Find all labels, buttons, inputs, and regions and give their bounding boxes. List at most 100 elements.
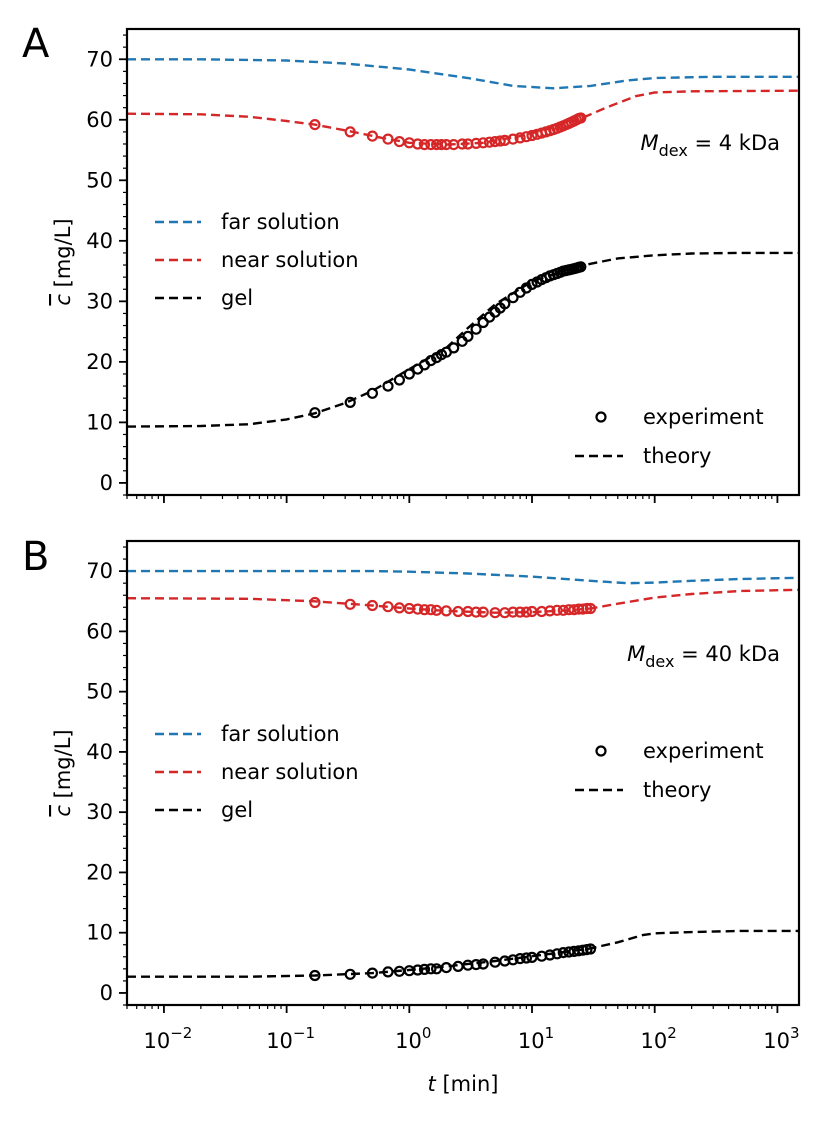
ytick-label: 20	[86, 860, 113, 884]
data-point-near-solution	[366, 130, 378, 142]
xtick-label: 101	[518, 1024, 554, 1053]
legend-style-label: experiment	[643, 739, 764, 763]
panel-letter: A	[22, 21, 50, 67]
data-point-near-solution	[477, 137, 489, 149]
data-point-near-solution	[382, 601, 394, 613]
legend-label: gel	[221, 286, 253, 310]
ytick-label: 30	[86, 800, 113, 824]
panel-B: B 0 10 20 30 40 50 60 70 10−2 10−1 100 101 102 103 t [m…	[22, 534, 801, 1096]
data-point-near-solution	[470, 137, 482, 149]
data-point-near-solution	[309, 596, 321, 609]
data-point-gel	[382, 966, 394, 978]
series-line-gel	[127, 929, 799, 978]
series-line-gel	[127, 251, 799, 428]
data-point-gel	[393, 374, 405, 386]
data-point-gel	[309, 407, 321, 419]
data-point-gel	[584, 943, 597, 955]
data-point-near-solution	[456, 138, 468, 150]
ytick-label: 30	[86, 289, 113, 313]
data-point-near-solution	[514, 606, 526, 618]
data-point-near-solution	[544, 605, 556, 617]
ytick-label: 60	[86, 619, 113, 643]
data-point-gel	[544, 949, 556, 961]
series-line-near-solution	[127, 588, 799, 614]
data-point-gel	[366, 967, 378, 979]
xtick-label: 102	[641, 1024, 677, 1053]
data-point-gel	[477, 958, 489, 970]
xtick-label: 103	[763, 1024, 799, 1053]
xtick-label: 10−1	[266, 1024, 315, 1053]
legend-style-label: experiment	[643, 405, 764, 429]
data-point-gel	[418, 963, 431, 976]
data-point-gel	[575, 261, 587, 273]
ytick-label: 10	[86, 410, 113, 434]
data-point-gel	[514, 952, 526, 965]
mdex-annotation: Mdex = 4 kDa	[641, 131, 781, 160]
data-point-near-solution	[425, 139, 437, 151]
panel-A: A 0 10 20 30 40 50 60 70 c [mg/L] Mdex = 4 kDa far …	[22, 21, 801, 503]
data-point-near-solution	[440, 139, 452, 151]
data-point-near-solution	[344, 126, 356, 138]
data-point-near-solution	[418, 139, 431, 151]
plot-area	[127, 569, 799, 982]
legend-style-label: theory	[643, 444, 711, 468]
ytick-label: 40	[86, 740, 113, 764]
data-point-near-solution	[483, 136, 496, 148]
ytick-label: 60	[86, 108, 113, 132]
x-axis-label: t [min]	[428, 1072, 499, 1096]
data-point-gel	[425, 355, 437, 367]
data-point-near-solution	[382, 133, 394, 145]
axes-frame	[125, 27, 801, 497]
data-point-gel	[520, 952, 533, 964]
ytick-label: 50	[86, 680, 113, 704]
series-line-near-solution	[127, 89, 799, 146]
ytick-label: 0	[100, 471, 113, 495]
legend-label: far solution	[221, 210, 340, 234]
data-point-near-solution	[440, 605, 452, 617]
legend-label: gel	[221, 798, 253, 822]
data-point-near-solution	[551, 604, 563, 616]
data-point-near-solution	[520, 606, 533, 618]
data-point-gel	[403, 368, 415, 380]
data-point-gel	[470, 323, 482, 335]
ytick-label: 70	[86, 47, 113, 71]
data-point-gel	[507, 292, 519, 304]
data-point-near-solution	[412, 603, 424, 615]
data-point-near-solution	[581, 602, 593, 615]
data-point-near-solution	[366, 599, 378, 612]
data-point-near-solution	[344, 598, 356, 610]
data-point-gel	[526, 951, 538, 964]
series-line-far-solution	[127, 569, 799, 585]
data-point-near-solution	[514, 132, 526, 144]
data-point-gel	[382, 380, 394, 392]
legend-marker-experiment	[595, 411, 607, 423]
ytick-label: 70	[86, 559, 113, 583]
xtick-label: 100	[395, 1024, 431, 1053]
data-point-gel	[507, 954, 519, 966]
data-point-near-solution	[557, 604, 569, 616]
data-point-near-solution	[507, 133, 519, 145]
data-point-near-solution	[526, 129, 538, 142]
ytick-label: 10	[86, 921, 113, 945]
legend-label: far solution	[221, 722, 340, 746]
y-axis-label: c [mg/L]	[51, 729, 75, 816]
data-point-gel	[344, 968, 356, 980]
legend-label: near solution	[221, 760, 359, 784]
data-point-gel	[470, 958, 482, 971]
mdex-annotation: Mdex = 40 kDa	[627, 642, 780, 671]
data-point-near-solution	[412, 138, 424, 150]
data-point-near-solution	[425, 604, 437, 616]
data-point-near-solution	[477, 606, 489, 618]
data-point-gel	[551, 948, 563, 960]
data-point-near-solution	[470, 606, 482, 618]
data-point-gel	[412, 964, 424, 976]
data-point-gel	[448, 342, 460, 354]
data-point-near-solution	[575, 112, 587, 124]
legend-marker-experiment	[595, 745, 607, 757]
legend-label: near solution	[221, 248, 359, 272]
data-point-gel	[477, 316, 489, 329]
axes-frame	[125, 539, 801, 1007]
data-point-near-solution	[520, 131, 533, 143]
data-point-near-solution	[435, 139, 448, 151]
